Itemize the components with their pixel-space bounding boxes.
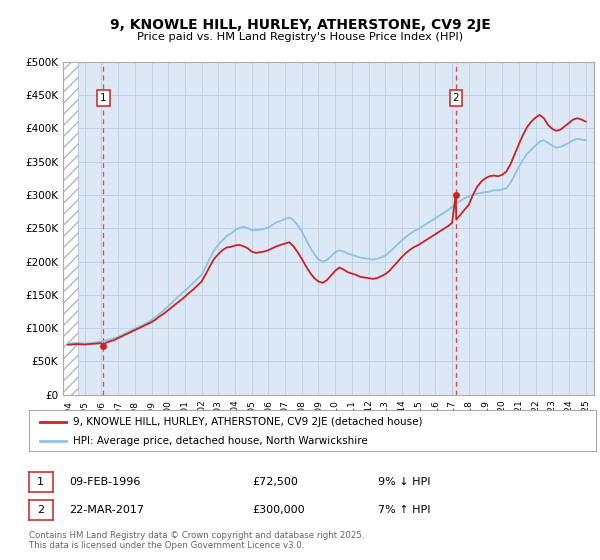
Text: 9% ↓ HPI: 9% ↓ HPI	[378, 477, 431, 487]
Text: £72,500: £72,500	[252, 477, 298, 487]
Text: 1: 1	[100, 94, 107, 103]
Bar	[63, 62, 78, 395]
Text: 7% ↑ HPI: 7% ↑ HPI	[378, 505, 431, 515]
Text: HPI: Average price, detached house, North Warwickshire: HPI: Average price, detached house, Nort…	[73, 436, 368, 446]
Text: 2: 2	[452, 94, 459, 103]
Text: Price paid vs. HM Land Registry's House Price Index (HPI): Price paid vs. HM Land Registry's House …	[137, 32, 463, 42]
Text: Contains HM Land Registry data © Crown copyright and database right 2025.
This d: Contains HM Land Registry data © Crown c…	[29, 531, 364, 550]
Text: 1: 1	[37, 477, 44, 487]
Text: 09-FEB-1996: 09-FEB-1996	[69, 477, 140, 487]
Text: 9, KNOWLE HILL, HURLEY, ATHERSTONE, CV9 2JE: 9, KNOWLE HILL, HURLEY, ATHERSTONE, CV9 …	[110, 18, 490, 32]
Text: £300,000: £300,000	[252, 505, 305, 515]
Text: 9, KNOWLE HILL, HURLEY, ATHERSTONE, CV9 2JE (detached house): 9, KNOWLE HILL, HURLEY, ATHERSTONE, CV9 …	[73, 417, 422, 427]
Text: 2: 2	[37, 505, 44, 515]
Text: 22-MAR-2017: 22-MAR-2017	[69, 505, 144, 515]
